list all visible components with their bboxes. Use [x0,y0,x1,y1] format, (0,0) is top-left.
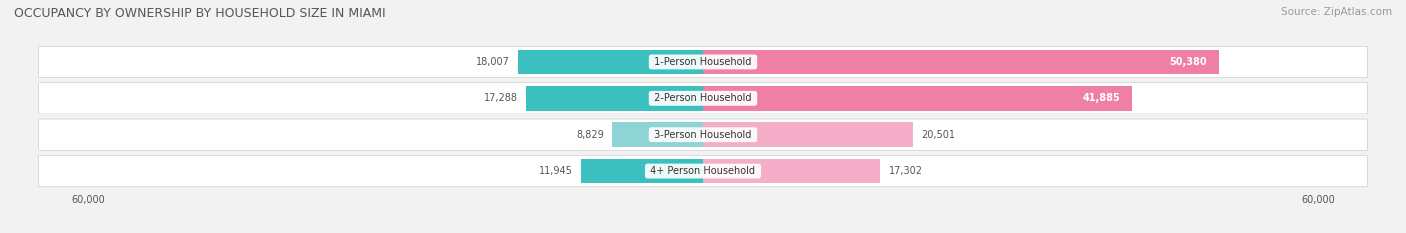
Bar [703,122,912,147]
Text: 41,885: 41,885 [1083,93,1121,103]
Bar [581,159,703,183]
Text: 4+ Person Household: 4+ Person Household [647,166,759,176]
Text: 11,945: 11,945 [538,166,572,176]
Text: 18,007: 18,007 [477,57,510,67]
Text: 3-Person Household: 3-Person Household [651,130,755,140]
Bar [703,86,1132,111]
Text: 2-Person Household: 2-Person Household [651,93,755,103]
Text: 17,302: 17,302 [889,166,922,176]
FancyBboxPatch shape [38,46,1367,78]
Text: 8,829: 8,829 [576,130,605,140]
FancyBboxPatch shape [38,119,1367,150]
FancyBboxPatch shape [38,83,1367,114]
Bar [613,122,703,147]
Bar [519,50,703,74]
Text: Source: ZipAtlas.com: Source: ZipAtlas.com [1281,7,1392,17]
Text: 20,501: 20,501 [921,130,956,140]
Bar [703,159,880,183]
Bar [703,50,1219,74]
Text: 1-Person Household: 1-Person Household [651,57,755,67]
Text: OCCUPANCY BY OWNERSHIP BY HOUSEHOLD SIZE IN MIAMI: OCCUPANCY BY OWNERSHIP BY HOUSEHOLD SIZE… [14,7,385,20]
Text: 17,288: 17,288 [484,93,517,103]
Bar [526,86,703,111]
FancyBboxPatch shape [38,155,1367,187]
Text: 50,380: 50,380 [1170,57,1208,67]
